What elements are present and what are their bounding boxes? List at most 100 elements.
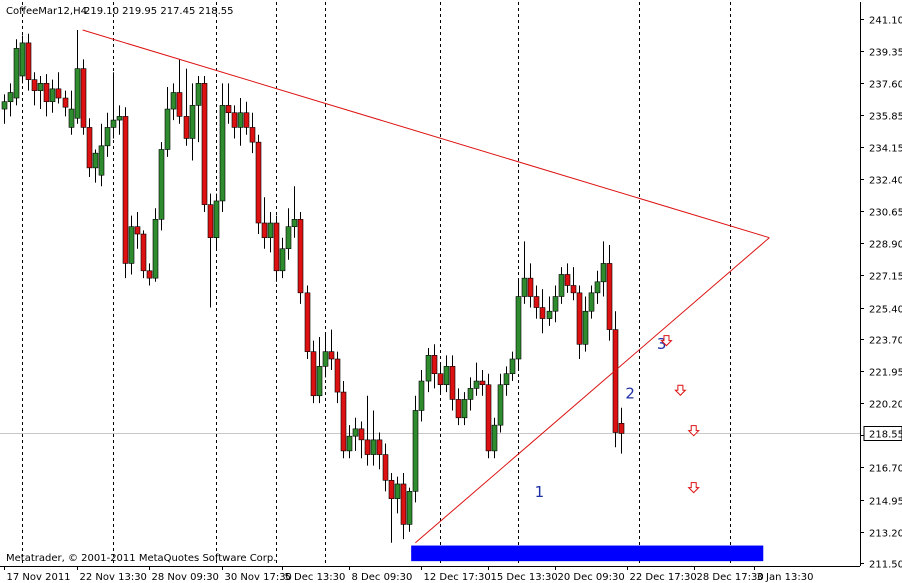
candle-body	[612, 329, 619, 433]
candle-body	[588, 292, 595, 312]
candles-layer	[1, 30, 625, 543]
candle-body	[497, 384, 504, 426]
candle-bull	[267, 211, 274, 253]
wave-label-2: 2	[625, 385, 635, 403]
candle-bear	[297, 211, 304, 304]
candle-body	[485, 384, 492, 452]
candle-bear	[576, 285, 583, 359]
candle-body	[146, 270, 153, 279]
candle-body	[1, 101, 8, 110]
candle-bull	[552, 285, 559, 323]
candle-bear	[612, 311, 619, 448]
candle-body	[68, 108, 75, 128]
candle-bear	[134, 211, 141, 249]
candle-bear	[80, 59, 87, 135]
candle-bull	[461, 392, 468, 426]
candle-body	[7, 92, 14, 103]
copyright-text: Metatrader, © 2001-2011 MetaQuotes Softw…	[6, 553, 276, 564]
candle-body	[388, 479, 395, 499]
candle-bull	[412, 395, 419, 503]
candle-body	[431, 355, 438, 375]
candle-body	[491, 424, 498, 452]
candle-bear	[207, 193, 214, 308]
candle-bear	[31, 72, 38, 106]
candle-bear	[455, 388, 462, 426]
candle-bull	[515, 278, 522, 371]
price-tick-label: 214.95	[869, 497, 902, 508]
candle-bear	[146, 263, 153, 286]
candle-body	[406, 491, 413, 525]
candle-body	[243, 112, 250, 128]
candle-body	[297, 219, 304, 294]
candle-bull	[582, 296, 589, 352]
candle-bear	[122, 107, 129, 279]
candle-body	[467, 388, 474, 400]
candle-bull	[279, 237, 286, 279]
candle-bear	[25, 33, 32, 91]
candle-body	[207, 204, 214, 239]
candle-bull	[291, 186, 298, 238]
candle-bull	[473, 362, 480, 396]
time-tick-label: 12 Dec 17:30	[424, 572, 491, 583]
price-tick-label: 228.90	[869, 240, 902, 251]
candle-bull	[13, 39, 20, 106]
candle-bull	[352, 417, 359, 451]
candle-bear	[183, 68, 190, 146]
candle-body	[285, 226, 292, 250]
candle-body	[80, 68, 87, 128]
candle-bear	[249, 112, 256, 154]
candle-bear	[358, 421, 365, 459]
price-tick-label: 220.20	[869, 400, 902, 411]
candle-body	[334, 358, 341, 393]
candle-body	[340, 391, 347, 452]
candle-bull	[503, 366, 510, 396]
candle-body	[382, 454, 389, 481]
candle-body	[346, 435, 353, 452]
candle-bear	[334, 351, 341, 404]
candle-body	[158, 149, 165, 220]
candle-body	[255, 141, 262, 224]
price-tick-label: 232.40	[869, 176, 902, 187]
candle-bull	[98, 123, 105, 187]
candle-bull	[467, 377, 474, 411]
candle-bull	[164, 87, 171, 157]
candle-bear	[328, 329, 335, 371]
candle-body	[539, 307, 546, 319]
candle-bear	[570, 267, 577, 301]
candle-body	[521, 277, 528, 297]
candle-body	[400, 483, 407, 525]
candle-body	[19, 42, 26, 77]
current-price-badge: 218.55	[863, 426, 902, 441]
candle-bear	[527, 263, 534, 308]
candle-bear	[140, 230, 147, 279]
candle-body	[183, 116, 190, 139]
support-zone-layer	[411, 545, 764, 562]
candle-body	[437, 373, 444, 386]
candle-bear	[533, 285, 540, 319]
candle-bear	[364, 395, 371, 466]
candle-body	[564, 274, 571, 286]
candle-bear	[539, 289, 546, 334]
candle-body	[273, 222, 280, 272]
candle-body	[455, 399, 462, 419]
candle-body	[322, 351, 329, 367]
candle-body	[213, 200, 220, 239]
time-tick-label: 5 Dec 13:30	[285, 572, 346, 583]
candle-bear	[382, 443, 389, 492]
candle-bull	[394, 476, 401, 514]
candle-bear	[606, 245, 613, 341]
candle-bear	[449, 355, 456, 411]
price-tick-label: 227.15	[869, 272, 902, 283]
candle-bear	[273, 215, 280, 282]
candle-bull	[219, 83, 226, 212]
candle-bull	[170, 83, 177, 121]
down-arrow-icon	[660, 335, 673, 347]
candle-body	[104, 127, 111, 147]
price-tick-label: 239.35	[869, 48, 902, 59]
price-tick-label: 230.65	[869, 208, 902, 219]
down-arrow-icon	[687, 482, 700, 494]
candle-bull	[346, 425, 353, 459]
candle-bear	[400, 472, 407, 540]
candle-body	[116, 116, 123, 121]
